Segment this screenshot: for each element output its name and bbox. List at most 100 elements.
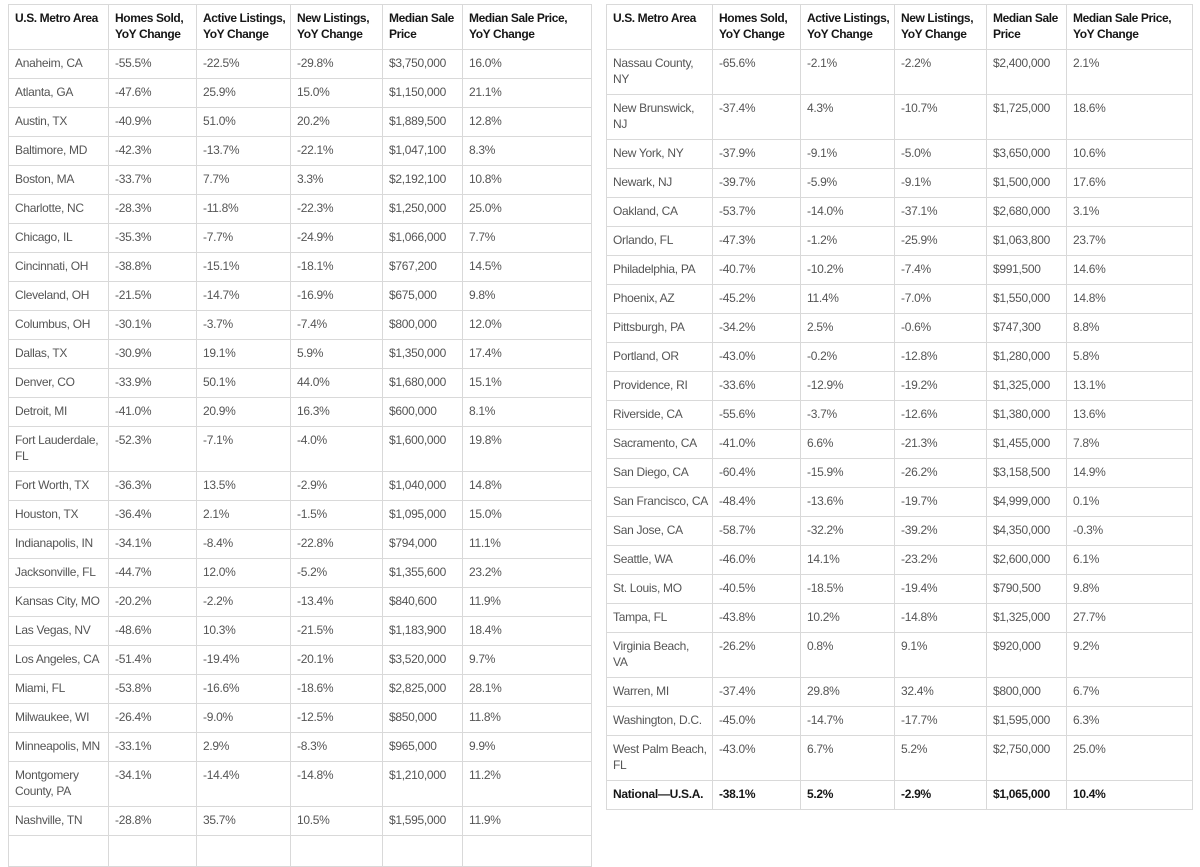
- metro-cell: Austin, TX: [8, 107, 109, 137]
- metro-cell: Orlando, FL: [606, 226, 713, 256]
- table-row: Orlando, FL -47.3% -1.2% -25.9% $1,063,800 23…: [606, 226, 1193, 256]
- value-cell: 23.2%: [462, 558, 592, 588]
- value-cell: -7.7%: [196, 223, 291, 253]
- value-cell: -36.4%: [108, 500, 197, 530]
- value-cell: -36.3%: [108, 471, 197, 501]
- value-cell: -21.5%: [290, 616, 383, 646]
- table-row: Columbus, OH -30.1% -3.7% -7.4% $800,000 12.0…: [8, 310, 592, 340]
- value-cell: -13.4%: [290, 587, 383, 617]
- metro-cell: Los Angeles, CA: [8, 645, 109, 675]
- value-cell: 5.9%: [290, 339, 383, 369]
- value-cell: 6.1%: [1066, 545, 1193, 575]
- value-cell: -10.2%: [800, 255, 895, 285]
- value-cell: $1,350,000: [382, 339, 463, 369]
- value-cell: 6.7%: [1066, 677, 1193, 707]
- header-cell: Median Sale Price: [986, 4, 1067, 50]
- value-cell: 15.1%: [462, 368, 592, 398]
- value-cell: -18.5%: [800, 574, 895, 604]
- value-cell: -26.4%: [108, 703, 197, 733]
- metro-cell: Minneapolis, MN: [8, 732, 109, 762]
- value-cell: -37.4%: [712, 677, 801, 707]
- metro-cell: Warren, MI: [606, 677, 713, 707]
- value-cell: -14.0%: [800, 197, 895, 227]
- value-cell: $1,595,000: [986, 706, 1067, 736]
- value-cell: $675,000: [382, 281, 463, 311]
- value-cell: $1,183,900: [382, 616, 463, 646]
- metro-cell: Columbus, OH: [8, 310, 109, 340]
- metro-cell: Portland, OR: [606, 342, 713, 372]
- header-row: U.S. Metro Area Homes Sold, YoY Change Act…: [8, 4, 592, 50]
- table-row: San Francisco, CA -48.4% -13.6% -19.7% $4,99…: [606, 487, 1193, 517]
- value-cell: 8.3%: [462, 136, 592, 166]
- value-cell: -21.3%: [894, 429, 987, 459]
- metro-cell: Cincinnati, OH: [8, 252, 109, 282]
- value-cell: $3,158,500: [986, 458, 1067, 488]
- value-cell: -14.8%: [290, 761, 383, 807]
- value-cell: 18.6%: [1066, 94, 1193, 140]
- table-row: Kansas City, MO -20.2% -2.2% -13.4% $840,600…: [8, 587, 592, 617]
- value-cell: 29.8%: [800, 677, 895, 707]
- value-cell: -45.2%: [712, 284, 801, 314]
- value-cell: $800,000: [382, 310, 463, 340]
- value-cell: $1,725,000: [986, 94, 1067, 140]
- value-cell: -39.7%: [712, 168, 801, 198]
- value-cell: 11.4%: [800, 284, 895, 314]
- value-cell: -12.6%: [894, 400, 987, 430]
- metro-cell: Fort Lauderdale, FL: [8, 426, 109, 472]
- value-cell: -39.2%: [894, 516, 987, 546]
- value-cell: -43.0%: [712, 735, 801, 781]
- table-row: National—U.S.A. -38.1% 5.2% -2.9% $1,065,000…: [606, 780, 1193, 810]
- value-cell: -41.0%: [108, 397, 197, 427]
- value-cell: 50.1%: [196, 368, 291, 398]
- value-cell: $1,325,000: [986, 371, 1067, 401]
- value-cell: -22.8%: [290, 529, 383, 559]
- value-cell: 14.6%: [1066, 255, 1193, 285]
- header-row: U.S. Metro Area Homes Sold, YoY Change Act…: [606, 4, 1193, 50]
- metro-cell: San Francisco, CA: [606, 487, 713, 517]
- value-cell: 19.1%: [196, 339, 291, 369]
- value-cell: -53.8%: [108, 674, 197, 704]
- metro-cell: Kansas City, MO: [8, 587, 109, 617]
- value-cell: -7.4%: [894, 255, 987, 285]
- value-cell: -28.8%: [108, 806, 197, 836]
- value-cell: -65.6%: [712, 49, 801, 95]
- value-cell: -5.2%: [290, 558, 383, 588]
- value-cell: $1,355,600: [382, 558, 463, 588]
- table-row: Indianapolis, IN -34.1% -8.4% -22.8% $794,00…: [8, 529, 592, 559]
- metro-cell: National—U.S.A.: [606, 780, 713, 810]
- metro-cell: Baltimore, MD: [8, 136, 109, 166]
- table-row: Washington, D.C. -45.0% -14.7% -17.7% $1,595…: [606, 706, 1193, 736]
- value-cell: $2,750,000: [986, 735, 1067, 781]
- metro-cell: Chicago, IL: [8, 223, 109, 253]
- value-cell: -9.0%: [196, 703, 291, 733]
- value-cell: 18.4%: [462, 616, 592, 646]
- value-cell: -1.5%: [290, 500, 383, 530]
- value-cell: -41.0%: [712, 429, 801, 459]
- metro-cell: Charlotte, NC: [8, 194, 109, 224]
- table-row: Houston, TX -36.4% 2.1% -1.5% $1,095,000 15.0…: [8, 500, 592, 530]
- table-row: Fort Worth, TX -36.3% 13.5% -2.9% $1,040,000…: [8, 471, 592, 501]
- value-cell: -7.4%: [290, 310, 383, 340]
- value-cell: 16.3%: [290, 397, 383, 427]
- table-row: Los Angeles, CA -51.4% -19.4% -20.1% $3,520,…: [8, 645, 592, 675]
- header-cell: Median Sale Price, YoY Change: [462, 4, 592, 50]
- value-cell: $2,680,000: [986, 197, 1067, 227]
- value-cell: -47.3%: [712, 226, 801, 256]
- table-row: Virginia Beach, VA -26.2% 0.8% 9.1% $920,000…: [606, 632, 1193, 678]
- header-cell: Active Listings, YoY Change: [800, 4, 895, 50]
- value-cell: -60.4%: [712, 458, 801, 488]
- value-cell: -40.9%: [108, 107, 197, 137]
- value-cell: 14.5%: [462, 252, 592, 282]
- value-cell: 2.1%: [1066, 49, 1193, 95]
- metro-cell: Detroit, MI: [8, 397, 109, 427]
- metro-cell: Boston, MA: [8, 165, 109, 195]
- value-cell: -22.3%: [290, 194, 383, 224]
- value-cell: -2.1%: [800, 49, 895, 95]
- value-cell: 11.9%: [462, 806, 592, 836]
- value-cell: $600,000: [382, 397, 463, 427]
- value-cell: $794,000: [382, 529, 463, 559]
- value-cell: -11.8%: [196, 194, 291, 224]
- value-cell: $991,500: [986, 255, 1067, 285]
- table-row: Dallas, TX -30.9% 19.1% 5.9% $1,350,000 17.4%: [8, 339, 592, 369]
- value-cell: $4,999,000: [986, 487, 1067, 517]
